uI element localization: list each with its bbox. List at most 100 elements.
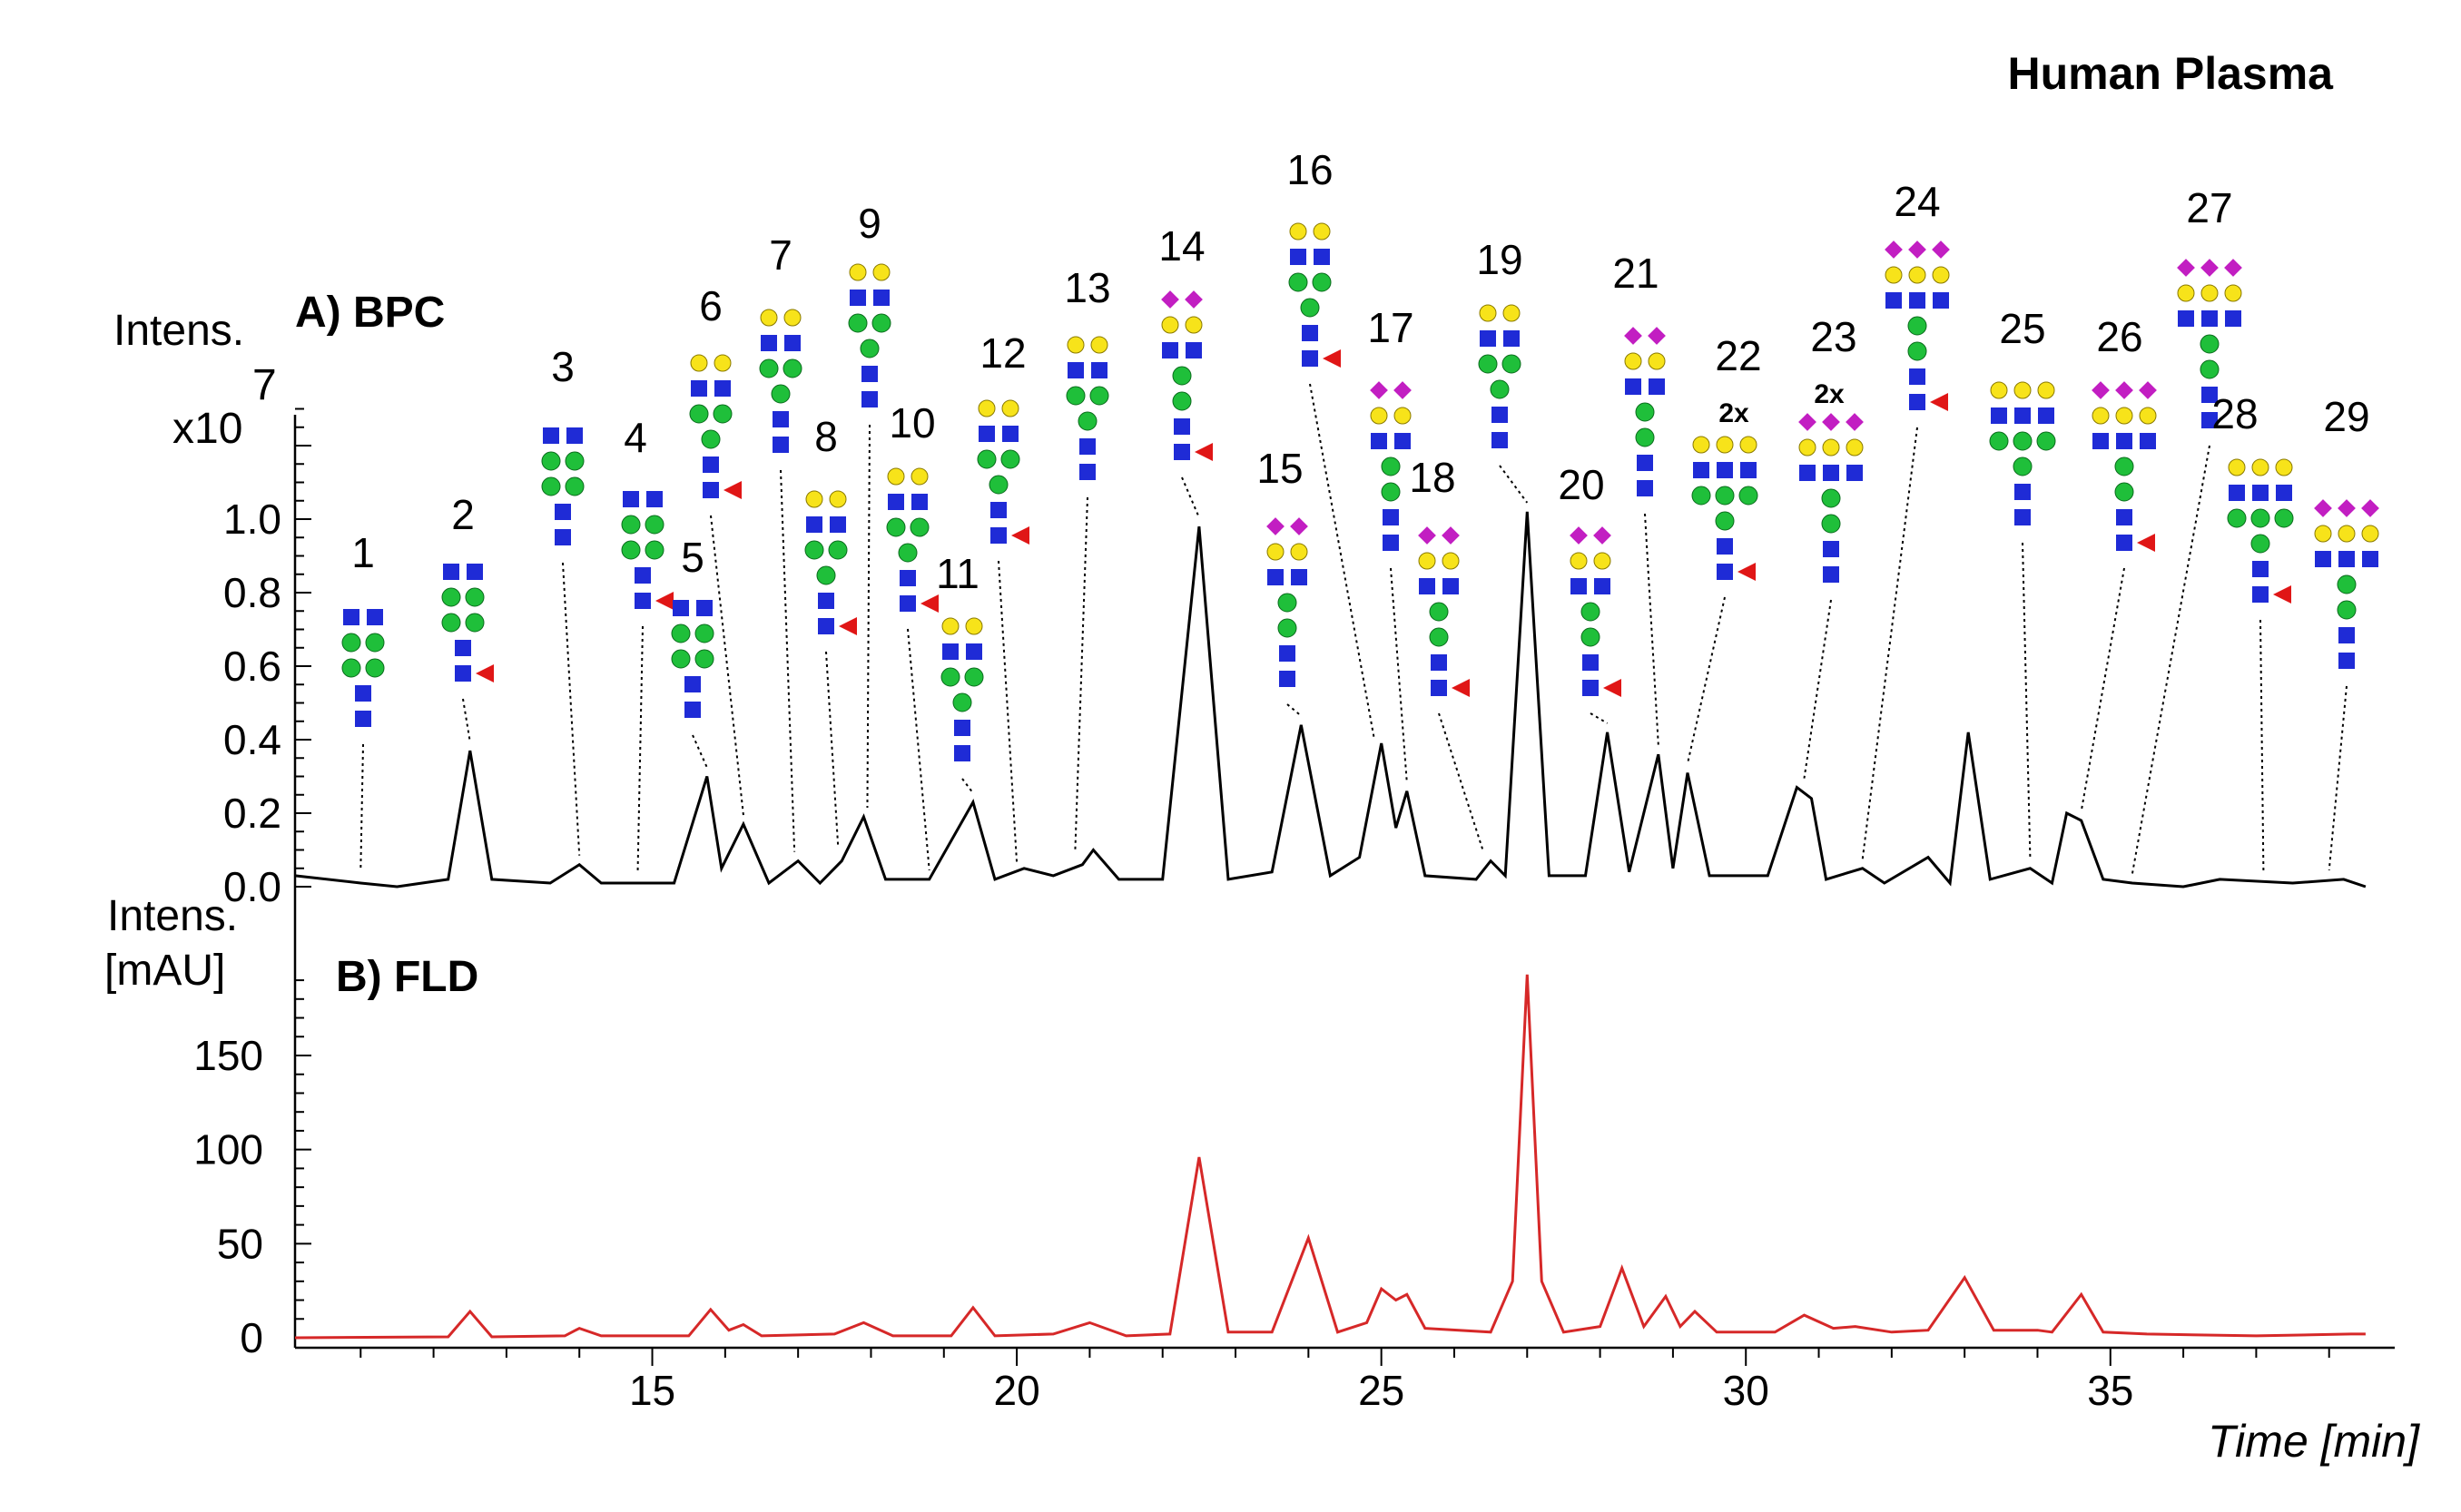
mannose-circle <box>989 475 1009 495</box>
leader-line <box>998 560 1019 863</box>
leader-line <box>1438 712 1485 852</box>
galactose-circle <box>1289 222 1307 241</box>
glycan-annotation-23: 23 2x <box>1798 313 1864 779</box>
fucose-triangle <box>1195 443 1213 461</box>
sialic-acid-diamond <box>1185 290 1203 309</box>
sialic-acid-diamond <box>1161 290 1179 309</box>
glcnac-square <box>773 437 789 453</box>
mannose-circle <box>621 540 641 560</box>
peak-number-label: 11 <box>936 550 979 597</box>
glcnac-square <box>2225 310 2241 327</box>
leader-line <box>961 778 974 794</box>
galactose-circle <box>1908 266 1926 284</box>
mannose-circle <box>940 667 960 687</box>
galactose-circle <box>1067 336 1085 354</box>
x-tick-label: 15 <box>629 1367 675 1414</box>
glycan-annotation-8: 8 <box>804 413 857 849</box>
sialic-acid-diamond <box>1593 526 1611 545</box>
glcnac-square <box>1909 292 1925 309</box>
peak-number-label: 8 <box>814 413 838 460</box>
mannose-circle <box>977 449 997 469</box>
sialic-acid-diamond <box>1822 413 1840 431</box>
galactose-circle <box>1822 438 1840 457</box>
mannose-circle <box>804 540 824 560</box>
sialic-acid-diamond <box>2361 499 2379 517</box>
leader-line <box>1861 427 1918 859</box>
glcnac-square <box>1002 426 1019 442</box>
glcnac-square <box>2116 433 2132 449</box>
mannose-circle <box>2013 431 2033 451</box>
glcnac-square <box>818 593 834 609</box>
galactose-circle <box>783 309 802 327</box>
glcnac-square <box>1594 578 1610 594</box>
fucose-triangle <box>839 617 857 635</box>
panel-a-ylabel-line1: Intens. <box>113 307 244 355</box>
glycan-annotation-1: 1 <box>341 529 385 870</box>
mannose-circle <box>1381 482 1401 502</box>
mannose-circle <box>1078 411 1098 431</box>
sialic-acid-diamond <box>1370 381 1388 399</box>
fucose-triangle <box>1930 393 1948 411</box>
mannose-circle <box>2337 574 2357 594</box>
sialic-acid-diamond <box>1418 526 1436 545</box>
galactose-circle <box>714 354 732 372</box>
glcnac-square <box>942 643 959 660</box>
fucose-triangle <box>2273 585 2291 604</box>
x-tick-label: 30 <box>1723 1367 1769 1414</box>
glcnac-square <box>1091 362 1107 378</box>
peak-number-label: 21 <box>1612 250 1659 297</box>
mannose-circle <box>1172 391 1192 411</box>
axes <box>293 415 2395 1350</box>
glcnac-square <box>455 640 471 656</box>
leader-line <box>2259 619 2265 874</box>
mannose-circle <box>2114 457 2134 476</box>
glcnac-square <box>1279 671 1295 687</box>
peak-number-label: 10 <box>889 399 935 447</box>
sialic-acid-diamond <box>2314 499 2332 517</box>
glcnac-square <box>635 567 651 584</box>
mannose-circle <box>671 649 691 669</box>
mannose-circle <box>828 540 848 560</box>
glycan-annotation-13: 13 <box>1064 264 1111 852</box>
glcnac-square <box>1419 578 1435 594</box>
glcnac-square <box>1279 645 1295 662</box>
glcnac-square <box>1991 407 2007 424</box>
glcnac-square <box>566 427 583 444</box>
panel-a-ylabel-exponent: 7 <box>252 361 277 409</box>
glcnac-square <box>1480 330 1496 347</box>
glycan-annotation-12: 12 <box>977 329 1029 863</box>
leader-line <box>1644 513 1659 746</box>
glcnac-square <box>2201 412 2218 428</box>
glcnac-square <box>911 494 928 510</box>
glcnac-square <box>684 702 701 718</box>
galactose-circle <box>1593 552 1611 570</box>
leader-line <box>2131 445 2210 875</box>
peak-number-label: 23 <box>1810 313 1856 360</box>
glycan-annotation-16: 16 <box>1286 146 1375 739</box>
galactose-circle <box>849 263 867 281</box>
glcnac-square <box>646 491 663 507</box>
galactose-circle <box>911 467 929 486</box>
glycan-annotation-29: 29 <box>2314 393 2379 870</box>
peak-number-label: 17 <box>1367 304 1413 351</box>
leader-line <box>2080 567 2125 812</box>
mannose-circle <box>771 384 791 404</box>
glcnac-square <box>623 491 639 507</box>
glcnac-square <box>900 570 916 586</box>
mannose-circle <box>365 633 385 653</box>
glcnac-square <box>1582 680 1599 696</box>
mannose-circle <box>1312 272 1332 292</box>
glycan-annotation-27: 27 <box>2131 184 2242 875</box>
glcnac-square <box>2315 551 2331 567</box>
galactose-circle <box>965 617 983 635</box>
mannose-circle <box>1715 486 1735 506</box>
mannose-circle <box>2274 508 2294 528</box>
glcnac-square <box>1302 350 1318 367</box>
fucose-triangle <box>655 592 674 610</box>
mannose-circle <box>1066 386 1086 406</box>
x-axis-label: Time [min] <box>2208 1416 2420 1467</box>
mannose-circle <box>2013 457 2033 476</box>
peak-number-label: 28 <box>2211 390 2258 437</box>
galactose-circle <box>2037 381 2055 399</box>
glcnac-square <box>2092 433 2109 449</box>
